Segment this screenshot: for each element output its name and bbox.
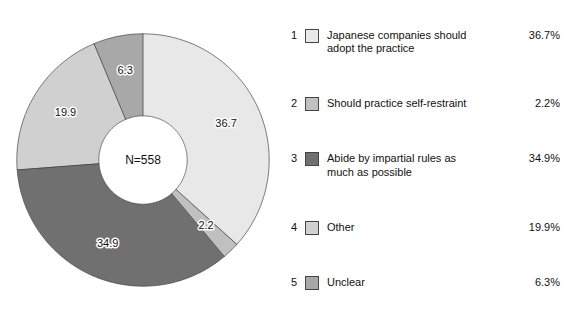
html-text:Unclear: Unclear — [327, 276, 365, 289]
html-text:19.9%: 19.9% — [528, 221, 560, 234]
html-text:4: 4 — [291, 221, 298, 234]
html-text:1: 1 — [291, 28, 298, 41]
html-text:Should practice self-restraint: Should practice self-restraint — [327, 97, 467, 110]
html-text:36.7%: 36.7% — [528, 28, 560, 41]
html-text:6.3%: 6.3% — [534, 276, 560, 289]
html-text:5: 5 — [291, 276, 298, 289]
html-text:Japanese companies should adop: Japanese companies should adopt the prac… — [327, 28, 467, 55]
html-text:3: 3 — [291, 152, 298, 165]
html-text:Other: Other — [327, 221, 355, 234]
svg-text:N=558: N=558 — [125, 153, 161, 167]
svg-text:6.3: 6.3 — [117, 64, 132, 76]
html-text:2.2%: 2.2% — [534, 97, 560, 110]
html-text:Abide by impartial rules as mu: Abide by impartial rules as much as poss… — [327, 152, 456, 179]
svg-text:2.2: 2.2 — [198, 219, 213, 231]
svg-text:34.9: 34.9 — [97, 237, 118, 249]
svg-text:19.9: 19.9 — [55, 106, 76, 118]
html-text:2: 2 — [291, 97, 298, 110]
svg-text:36.7: 36.7 — [215, 117, 236, 129]
html-text:34.9%: 34.9% — [528, 152, 560, 165]
